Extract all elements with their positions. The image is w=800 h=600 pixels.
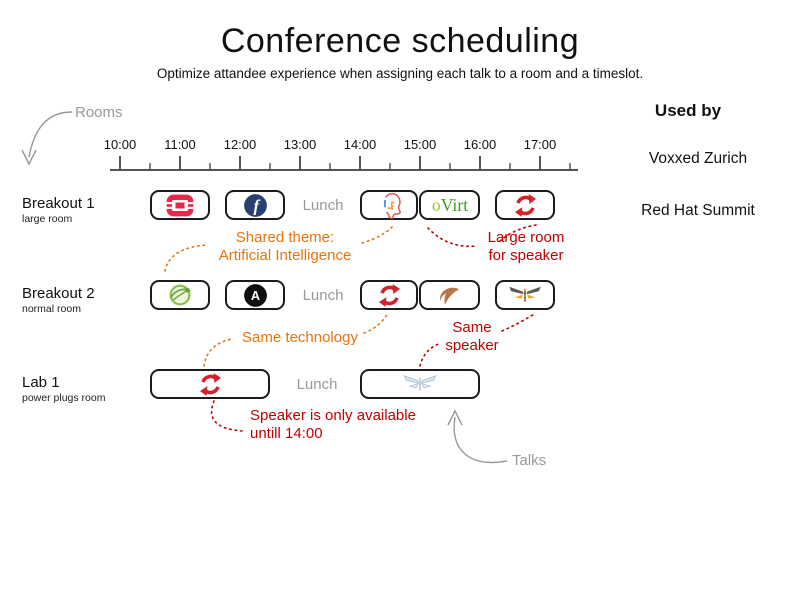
fedora-logo-icon: [242, 192, 269, 219]
room-name: Breakout 2: [22, 285, 95, 302]
time-label: 14:00: [343, 137, 377, 152]
talk-box: [150, 280, 210, 310]
annotation-line: Shared theme:: [235, 229, 335, 246]
annotation-line: Large room: [487, 229, 565, 246]
dragonfly-logo-icon: [508, 283, 542, 307]
ovirt-logo-icon: [425, 195, 475, 216]
annotation-same-speaker: Same speaker: [430, 319, 514, 355]
used-by-title: Used by: [654, 101, 722, 120]
talk-box: [495, 190, 555, 220]
feather-logo-icon: [437, 282, 463, 308]
talk-box: [150, 369, 270, 399]
lunch-label: Lunch: [302, 197, 344, 214]
room-name: Breakout 1: [22, 195, 95, 212]
time-label: 16:00: [463, 137, 497, 152]
annotation-line: untill 14:00: [250, 425, 323, 442]
talks-callout: Talks: [512, 452, 547, 469]
page-subtitle: Optimize attandee experience when assign…: [156, 66, 644, 81]
room-type: power plugs room: [22, 392, 106, 404]
used-by-item: Voxxed Zurich: [648, 150, 748, 167]
leaf-globe-logo-icon: [166, 281, 194, 309]
timeline-half-hour-ticks: [149, 163, 571, 171]
room-type: large room: [22, 213, 73, 225]
annotation-line: Same technology: [242, 329, 358, 346]
rooms-arrow-icon: [21, 111, 73, 166]
openstack-logo-icon: [166, 194, 194, 217]
annotation-line: Same: [452, 319, 492, 336]
time-label: 11:00: [164, 137, 196, 152]
talk-box: [419, 190, 480, 220]
talk-box: [360, 280, 418, 310]
timeline-hour-ticks: [119, 156, 541, 171]
ansible-logo-icon: [242, 282, 269, 309]
room-name: Lab 1: [22, 374, 60, 391]
ai-head-logo-icon: [376, 191, 403, 220]
used-by-item: Red Hat Summit: [641, 202, 755, 219]
annotation-same-technology: Same technology: [225, 329, 375, 347]
page-title: Conference scheduling: [220, 22, 580, 60]
talk-box: [360, 369, 480, 399]
rooms-callout: Rooms: [75, 104, 123, 121]
time-label: 12:00: [223, 137, 257, 152]
time-label: 10:00: [103, 137, 137, 152]
lunch-label: Lunch: [302, 287, 344, 304]
dragonfly-faint-logo-icon: [403, 372, 437, 396]
red-sync-logo-icon: [513, 193, 538, 218]
annotation-line: speaker: [445, 337, 499, 354]
annotation-line: Artificial Intelligence: [218, 247, 352, 264]
annotation-line: Speaker is only available: [250, 407, 416, 424]
talk-box: [225, 190, 285, 220]
talk-box: [150, 190, 210, 220]
talk-box: [225, 280, 285, 310]
annotation-shared-theme: Shared theme: Artificial Intelligence: [160, 229, 410, 265]
annotation-line: for speaker: [488, 247, 564, 264]
talk-box: [419, 280, 480, 310]
annotation-speaker-availability: Speaker is only available untill 14:00: [250, 407, 470, 443]
time-label: 17:00: [523, 137, 557, 152]
talk-box: [495, 280, 555, 310]
red-sync-logo-icon: [377, 283, 402, 308]
room-type: normal room: [22, 303, 81, 315]
red-sync-logo-icon: [198, 372, 223, 397]
talk-box: [360, 190, 418, 220]
annotation-large-room: Large room for speaker: [466, 229, 586, 265]
time-label: 13:00: [283, 137, 317, 152]
lunch-label: Lunch: [296, 376, 338, 393]
time-label: 15:00: [403, 137, 437, 152]
